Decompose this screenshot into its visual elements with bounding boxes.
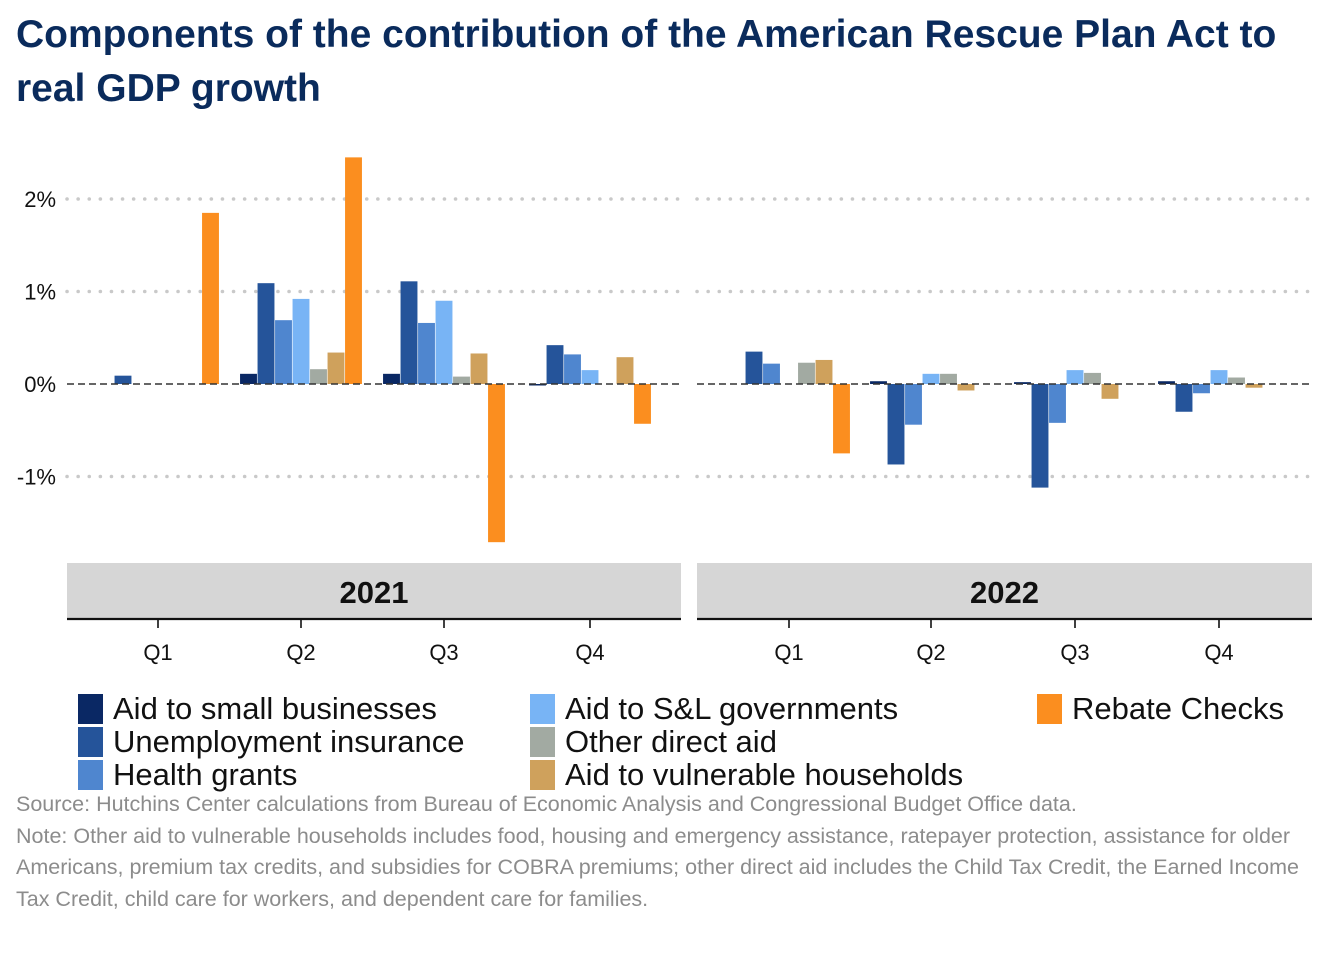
x-tick-label: Q2 [286, 640, 315, 665]
legend-label: Rebate Checks [1072, 691, 1284, 726]
legend-label: Health grants [113, 757, 298, 792]
bar [887, 384, 905, 465]
y-tick-label: 2% [24, 187, 56, 212]
bar [275, 320, 292, 384]
bar [905, 384, 922, 425]
bar [1049, 384, 1066, 423]
legend-swatch [78, 726, 103, 757]
bar [453, 376, 470, 384]
chart-plot: 2% 1% -1% 0% 2021 Q1 Q2 Q3 Q4 2022 Q1 Q2 Q3 Q4 [17, 157, 1314, 665]
bar [257, 283, 275, 384]
bar [763, 363, 780, 384]
facet-strip [697, 563, 1312, 619]
legend-item: Health grants [78, 758, 297, 791]
bar [1245, 384, 1263, 388]
bar [529, 384, 546, 386]
bar [1031, 384, 1049, 488]
bar [488, 384, 505, 543]
legend-swatch [530, 759, 555, 790]
bar [564, 354, 581, 384]
bar [1210, 370, 1228, 384]
y-tick-label: 0% [24, 372, 56, 397]
legend-swatch [1037, 693, 1062, 724]
legend-item: Aid to vulnerable households [530, 758, 963, 791]
facet-label: 2022 [970, 575, 1039, 610]
y-tick-label: -1% [17, 465, 56, 490]
bar [202, 212, 219, 384]
legend-item: Aid to small businesses [78, 692, 437, 725]
bar [833, 384, 850, 454]
chart-footnote: Source: Hutchins Center calculations fro… [16, 789, 1326, 915]
chart-legend: Aid to small businesses Unemployment insu… [0, 692, 1344, 792]
facet-label: 2021 [340, 575, 409, 610]
legend-label: Other direct aid [565, 724, 777, 759]
bar [922, 373, 940, 384]
bar [870, 381, 887, 384]
bar [957, 384, 975, 391]
bar [470, 353, 488, 384]
bar [1175, 384, 1193, 412]
legend-label: Unemployment insurance [113, 724, 465, 759]
bar [616, 357, 634, 384]
chart-title: Components of the contribution of the Am… [16, 13, 1277, 110]
bar [292, 298, 310, 384]
bar [1101, 384, 1119, 399]
bar [327, 352, 345, 384]
x-tick-label: Q3 [429, 640, 458, 665]
x-tick-label: Q2 [916, 640, 945, 665]
legend-label: Aid to S&L governments [565, 691, 899, 726]
bar [435, 300, 453, 384]
y-tick-label: 1% [24, 280, 56, 305]
legend-swatch [530, 726, 555, 757]
facet-strip [67, 563, 681, 619]
x-tick-label: Q1 [774, 640, 803, 665]
bar [798, 362, 815, 384]
bar [114, 375, 132, 384]
legend-label: Aid to small businesses [113, 691, 437, 726]
legend-item: Rebate Checks [1037, 692, 1284, 725]
bar [581, 370, 599, 384]
bar [345, 157, 362, 384]
bar [310, 369, 327, 384]
bar [1084, 372, 1101, 384]
bar [400, 281, 418, 384]
bar [383, 373, 400, 384]
x-tick-label: Q4 [1204, 640, 1233, 665]
legend-item: Unemployment insurance [78, 725, 465, 758]
bar [940, 373, 957, 384]
bar [1014, 382, 1031, 384]
legend-swatch [530, 693, 555, 724]
source-note: Source: Hutchins Center calculations fro… [16, 792, 1077, 816]
legend-item: Aid to S&L governments [530, 692, 898, 725]
legend-swatch [78, 693, 103, 724]
legend-label: Aid to vulnerable households [565, 757, 964, 792]
bar [546, 345, 564, 384]
x-tick-label: Q4 [575, 640, 604, 665]
bar [1193, 384, 1210, 394]
bar [1158, 381, 1175, 384]
legend-item: Other direct aid [530, 725, 777, 758]
bar [634, 384, 651, 424]
methodology-note: Note: Other aid to vulnerable households… [16, 823, 1299, 911]
bar [815, 359, 833, 384]
legend-swatch [78, 759, 103, 790]
bar [240, 373, 257, 384]
bar [745, 351, 763, 384]
bar [1066, 370, 1084, 384]
bar [1228, 377, 1245, 384]
x-tick-label: Q1 [143, 640, 172, 665]
bar [418, 322, 435, 384]
x-tick-label: Q3 [1060, 640, 1089, 665]
